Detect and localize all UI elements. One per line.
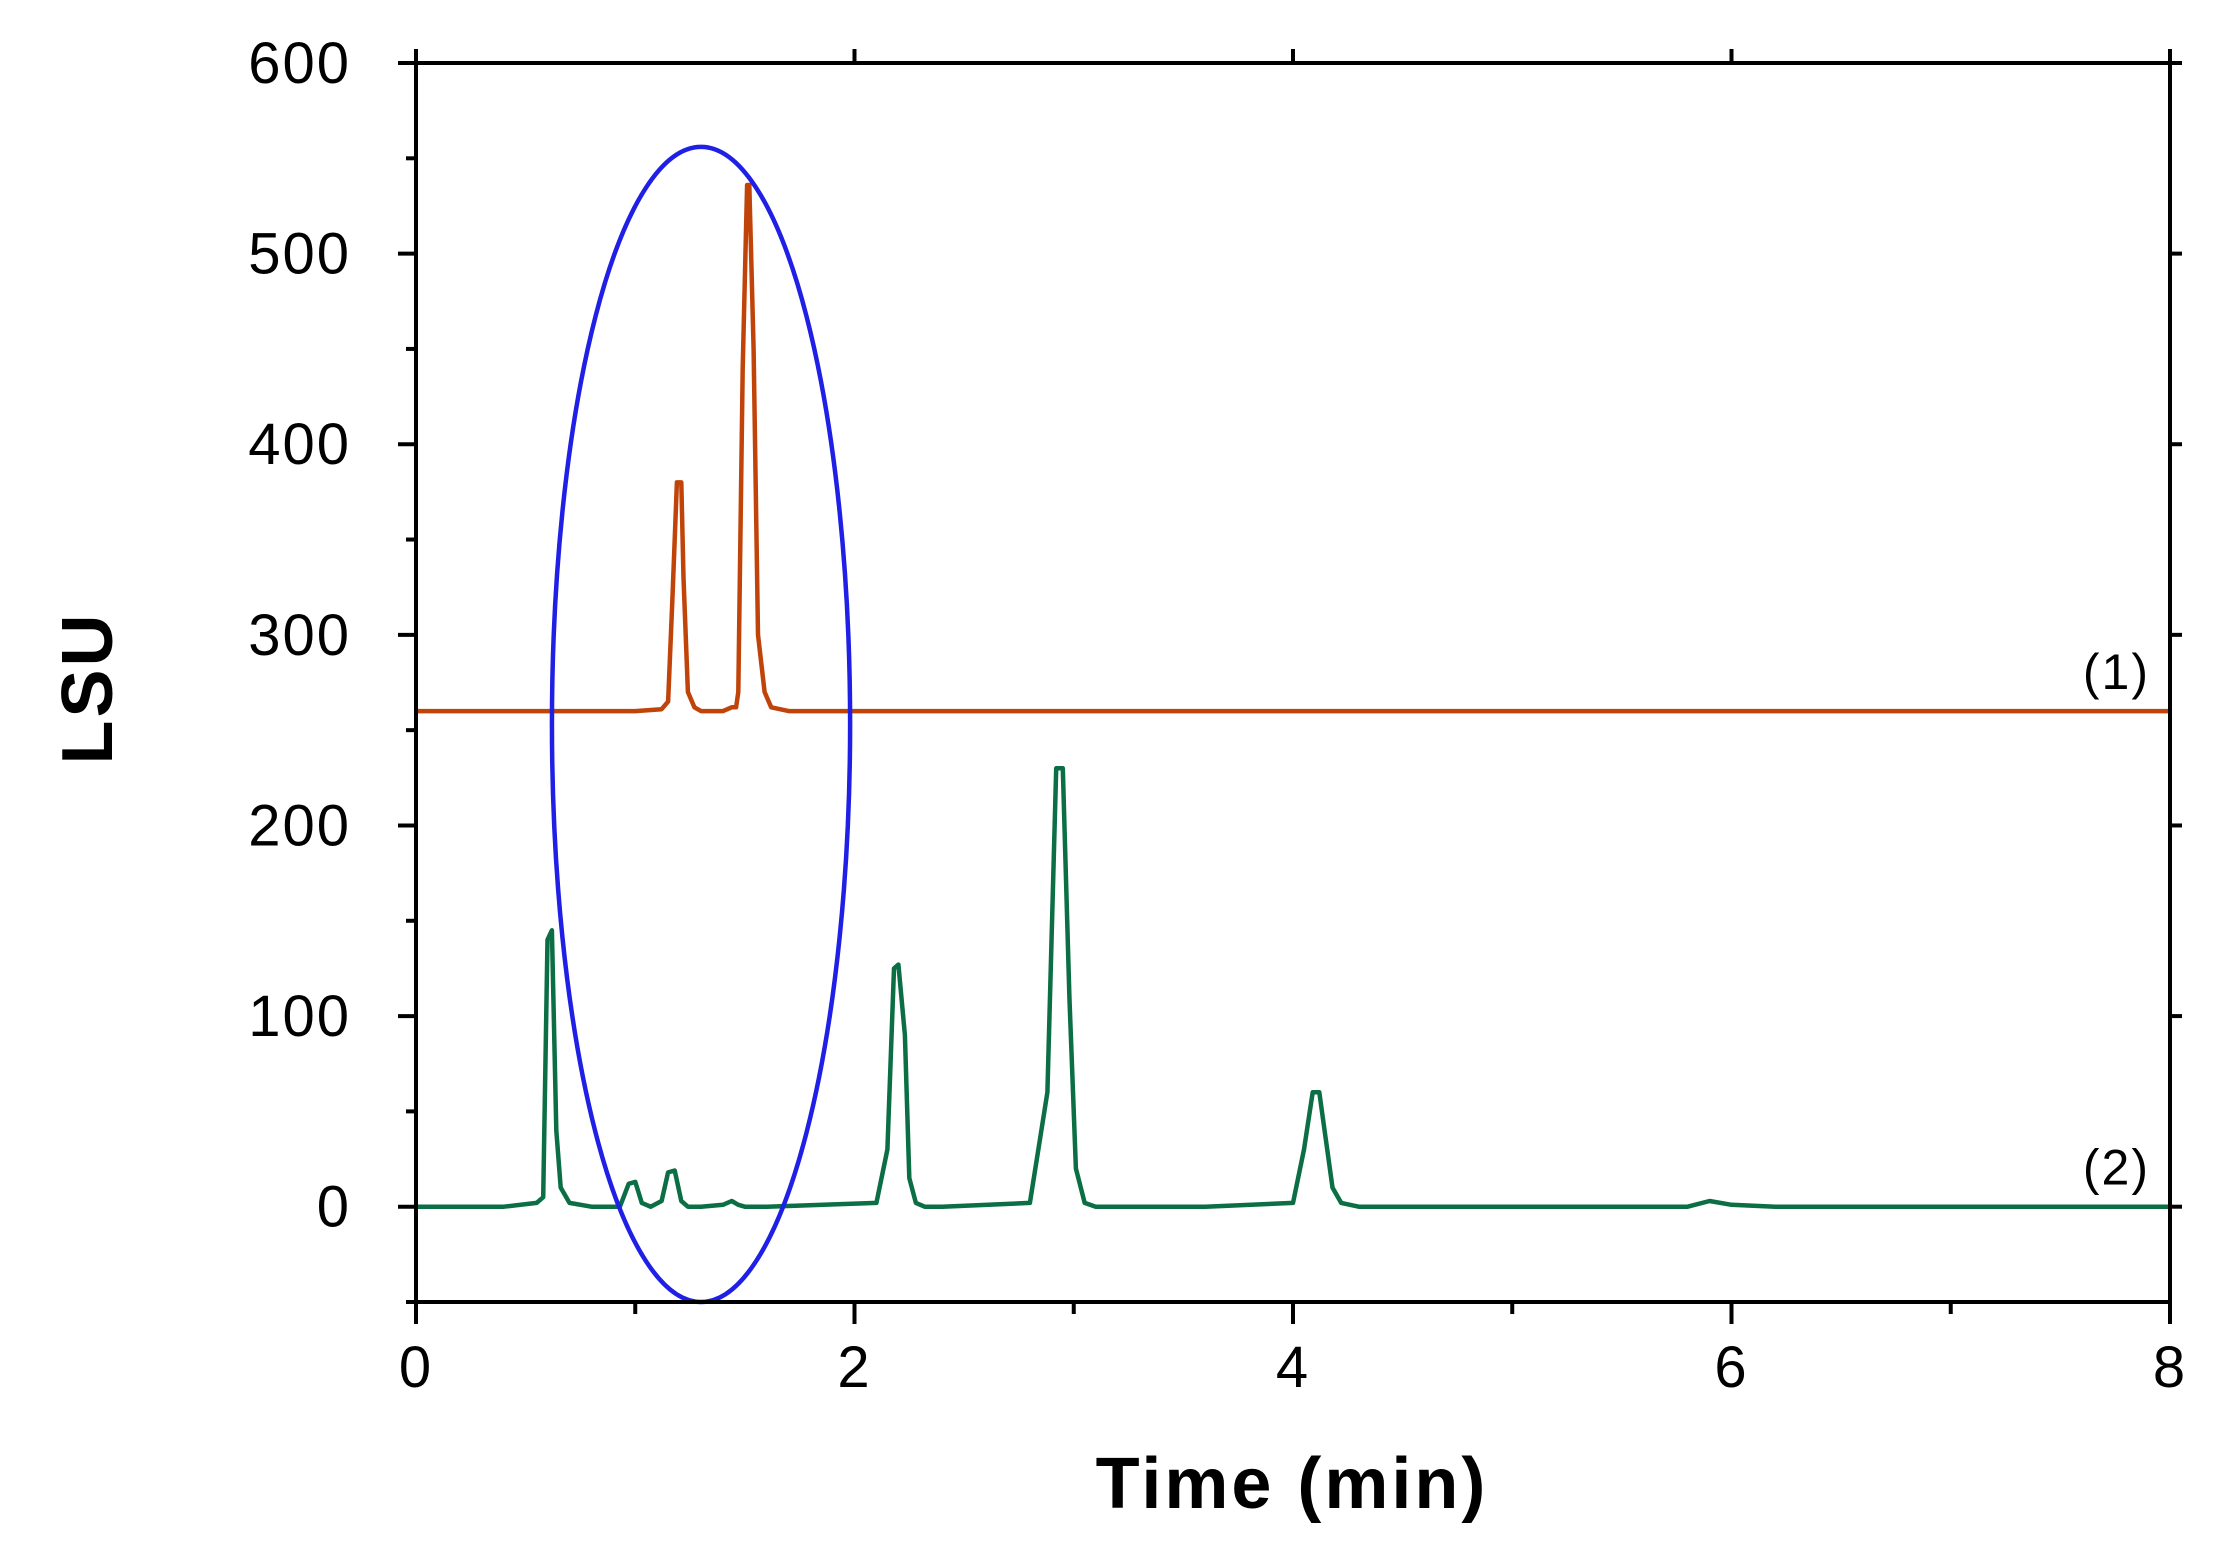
y-tick-label: 300 (248, 603, 351, 668)
y-axis-title: LSU (48, 612, 128, 765)
y-tick-label: 500 (248, 222, 351, 287)
plot-frame (414, 61, 2172, 1304)
x-tick-label: 6 (1714, 1335, 1748, 1400)
y-tick-label: 100 (248, 984, 351, 1049)
x-tick-label: 0 (399, 1335, 433, 1400)
series-line-2 (416, 766, 2170, 1209)
x-tick-label: 2 (837, 1335, 871, 1400)
series-label-2: (2) (2083, 1140, 2150, 1196)
series-label-1: (1) (2083, 644, 2150, 700)
plot-area (416, 182, 2170, 1209)
y-tick-label: 400 (248, 412, 351, 477)
y-tick-label: 0 (317, 1175, 351, 1240)
x-tick-label: 8 (2153, 1335, 2187, 1400)
highlight-ellipse (549, 144, 853, 1305)
y-tick-label: 200 (248, 793, 351, 858)
axes: 0 2 4 6 8 0 100 200 300 400 500 600 (248, 31, 2187, 1400)
annotation-layer (549, 144, 853, 1305)
x-axis-title: Time (min) (1096, 1444, 1489, 1524)
x-tick-label: 4 (1276, 1335, 1310, 1400)
series-line-1 (416, 182, 2170, 714)
labels: Time (min) LSU (1) (2) (48, 612, 2150, 1525)
y-tick-label: 600 (248, 31, 351, 96)
